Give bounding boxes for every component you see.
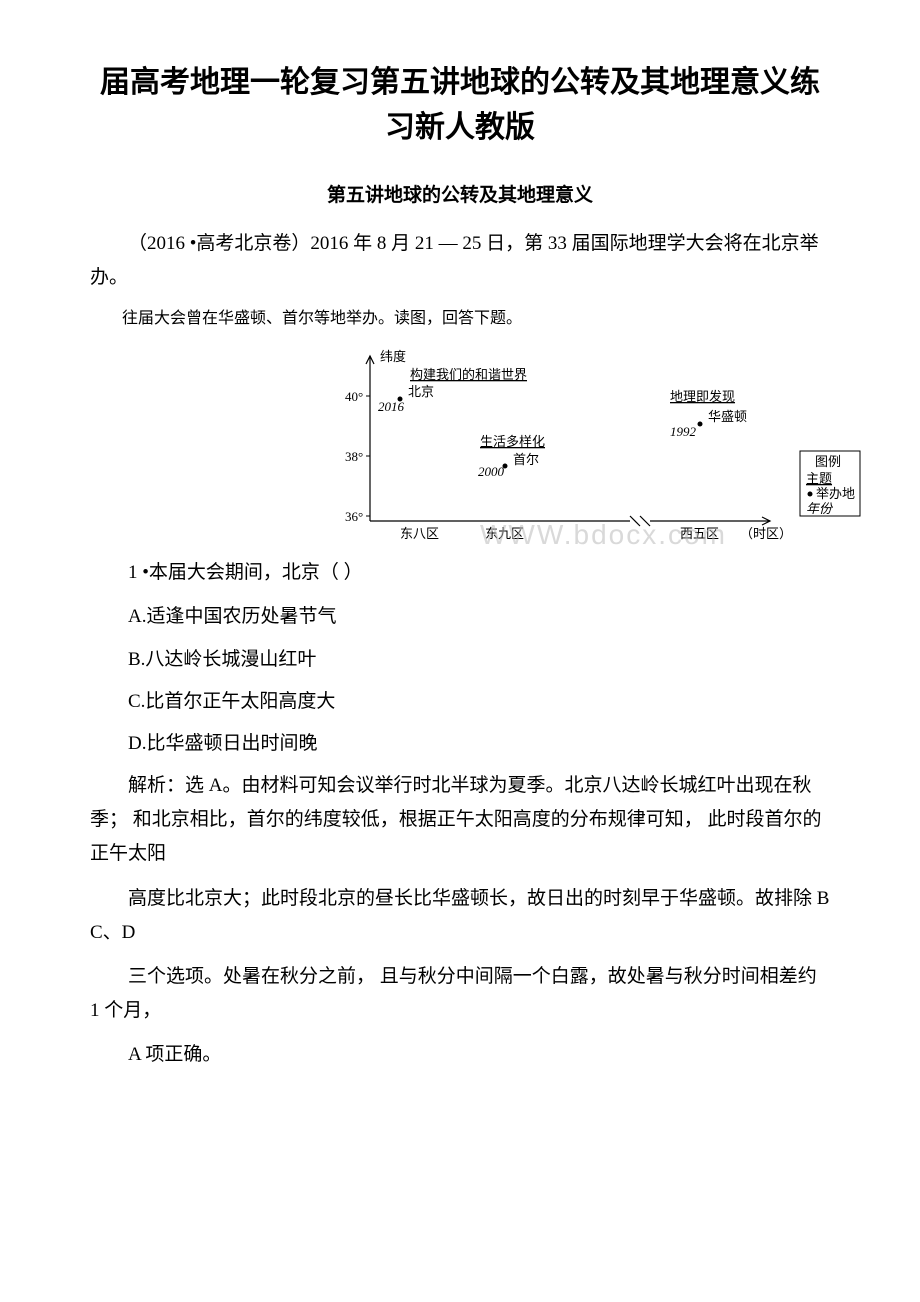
explanation-p1: 解析：选 A。由材料可知会议举行时北半球为夏季。北京八达岭长城红叶出现在秋季； …: [90, 769, 830, 872]
legend-theme: 主题: [806, 471, 832, 486]
x-label-west5: 西五区: [680, 526, 719, 541]
main-title: 届高考地理一轮复习第五讲地球的公转及其地理意义练习新人教版: [90, 60, 830, 150]
beijing-theme: 构建我们的和谐世界: [410, 367, 527, 382]
seoul-theme: 生活多样化: [480, 434, 545, 449]
seoul-label: 首尔: [513, 452, 539, 467]
y-tick-40: 40°: [345, 389, 363, 404]
seoul-year: 2000: [478, 464, 505, 479]
x-label-timezone: （时区）: [740, 526, 792, 541]
option-d: D.比华盛顿日出时间晚: [90, 727, 830, 761]
subtitle: 第五讲地球的公转及其地理意义: [90, 180, 830, 207]
y-axis-label: 纬度: [380, 349, 406, 364]
washington-point: [698, 422, 703, 427]
intro-paragraph-1: （2016 •高考北京卷）2016 年 8 月 21 — 25 日，第 33 届…: [90, 227, 830, 295]
legend-point-icon: [808, 492, 813, 497]
chart-container: 纬度 40° 38° 36° 东八区 东九区 西五区 （时区） 构建我们的和谐世…: [330, 346, 880, 546]
x-label-east9: 东九区: [485, 526, 524, 541]
explanation-p4: A 项正确。: [90, 1038, 830, 1072]
legend-location: 举办地: [816, 486, 855, 501]
option-b: B.八达岭长城漫山红叶: [90, 643, 830, 677]
intro-paragraph-2: 往届大会曾在华盛顿、首尔等地举办。读图，回答下题。: [90, 305, 830, 334]
option-a: A.适逢中国农历处暑节气: [90, 600, 830, 634]
explanation-p2: 高度比北京大；此时段北京的昼长比华盛顿长，故日出的时刻早于华盛顿。故排除 B C…: [90, 882, 830, 950]
legend-year: 年份: [806, 501, 834, 516]
washington-theme: 地理即发现: [670, 389, 735, 404]
beijing-year: 2016: [378, 399, 405, 414]
washington-year: 1992: [670, 424, 697, 439]
question-text: 1 •本届大会期间，北京（ ）: [90, 556, 830, 590]
option-c: C.比首尔正午太阳高度大: [90, 685, 830, 719]
x-label-east8: 东八区: [400, 526, 439, 541]
y-tick-38: 38°: [345, 449, 363, 464]
beijing-label: 北京: [408, 384, 434, 399]
latitude-timezone-chart: 纬度 40° 38° 36° 东八区 东九区 西五区 （时区） 构建我们的和谐世…: [330, 346, 880, 546]
washington-label: 华盛顿: [708, 409, 747, 424]
explanation-p3: 三个选项。处暑在秋分之前， 且与秋分中间隔一个白露，故处暑与秋分时间相差约 1 …: [90, 960, 830, 1028]
legend-title: 图例: [815, 454, 841, 469]
y-tick-36: 36°: [345, 509, 363, 524]
